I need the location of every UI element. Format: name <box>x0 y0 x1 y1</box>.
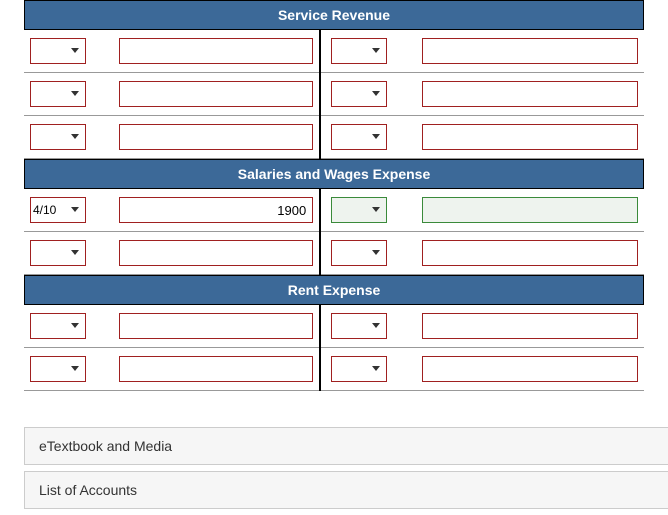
table-row: 4/14/24/34/44/54/104/154/204/30 4/14/24/3… <box>24 232 644 275</box>
debit-date-select[interactable]: 4/14/24/34/44/54/104/154/204/30 <box>30 124 86 150</box>
debit-amount-input[interactable] <box>119 124 313 150</box>
credit-date-select[interactable]: 4/14/24/34/44/54/104/154/204/30 <box>331 197 387 223</box>
table-row: 4/14/24/34/44/54/104/154/204/30 4/14/24/3… <box>24 189 644 232</box>
debit-date-select[interactable]: 4/14/24/34/44/54/104/154/204/30 <box>30 81 86 107</box>
credit-amount-input[interactable] <box>422 38 638 64</box>
debit-amount-input[interactable] <box>119 356 313 382</box>
debit-amount-input[interactable] <box>119 38 313 64</box>
debit-amount-input[interactable] <box>119 197 313 223</box>
credit-amount-input[interactable] <box>422 240 638 266</box>
debit-date-select[interactable]: 4/14/24/34/44/54/104/154/204/30 <box>30 38 86 64</box>
credit-date-select[interactable]: 4/14/24/34/44/54/104/154/204/30 <box>331 124 387 150</box>
section-header: Rent Expense <box>24 275 644 305</box>
credit-amount-input[interactable] <box>422 356 638 382</box>
accordion-panel[interactable]: eTextbook and Media <box>24 427 668 465</box>
t-account-table: 4/14/24/34/44/54/104/154/204/30 4/14/24/3… <box>24 305 644 391</box>
debit-amount-input[interactable] <box>119 81 313 107</box>
section-header: Service Revenue <box>24 0 644 30</box>
section-header: Salaries and Wages Expense <box>24 159 644 189</box>
debit-amount-input[interactable] <box>119 240 313 266</box>
credit-date-select[interactable]: 4/14/24/34/44/54/104/154/204/30 <box>331 38 387 64</box>
credit-date-select[interactable]: 4/14/24/34/44/54/104/154/204/30 <box>331 240 387 266</box>
table-row: 4/14/24/34/44/54/104/154/204/30 4/14/24/3… <box>24 73 644 116</box>
credit-date-select[interactable]: 4/14/24/34/44/54/104/154/204/30 <box>331 313 387 339</box>
debit-date-select[interactable]: 4/14/24/34/44/54/104/154/204/30 <box>30 240 86 266</box>
table-row: 4/14/24/34/44/54/104/154/204/30 4/14/24/3… <box>24 116 644 159</box>
debit-date-select[interactable]: 4/14/24/34/44/54/104/154/204/30 <box>30 356 86 382</box>
t-account-table: 4/14/24/34/44/54/104/154/204/30 4/14/24/3… <box>24 189 644 275</box>
table-row: 4/14/24/34/44/54/104/154/204/30 4/14/24/3… <box>24 30 644 73</box>
debit-amount-input[interactable] <box>119 313 313 339</box>
accordion-panel[interactable]: List of Accounts <box>24 471 668 509</box>
table-row: 4/14/24/34/44/54/104/154/204/30 4/14/24/3… <box>24 305 644 348</box>
credit-amount-input[interactable] <box>422 313 638 339</box>
credit-amount-input[interactable] <box>422 124 638 150</box>
credit-amount-input[interactable] <box>422 81 638 107</box>
credit-amount-input[interactable] <box>422 197 638 223</box>
debit-date-select[interactable]: 4/14/24/34/44/54/104/154/204/30 <box>30 313 86 339</box>
credit-date-select[interactable]: 4/14/24/34/44/54/104/154/204/30 <box>331 356 387 382</box>
t-account-table: 4/14/24/34/44/54/104/154/204/30 4/14/24/3… <box>24 30 644 159</box>
table-row: 4/14/24/34/44/54/104/154/204/30 4/14/24/3… <box>24 348 644 391</box>
credit-date-select[interactable]: 4/14/24/34/44/54/104/154/204/30 <box>331 81 387 107</box>
debit-date-select[interactable]: 4/14/24/34/44/54/104/154/204/30 <box>30 197 86 223</box>
